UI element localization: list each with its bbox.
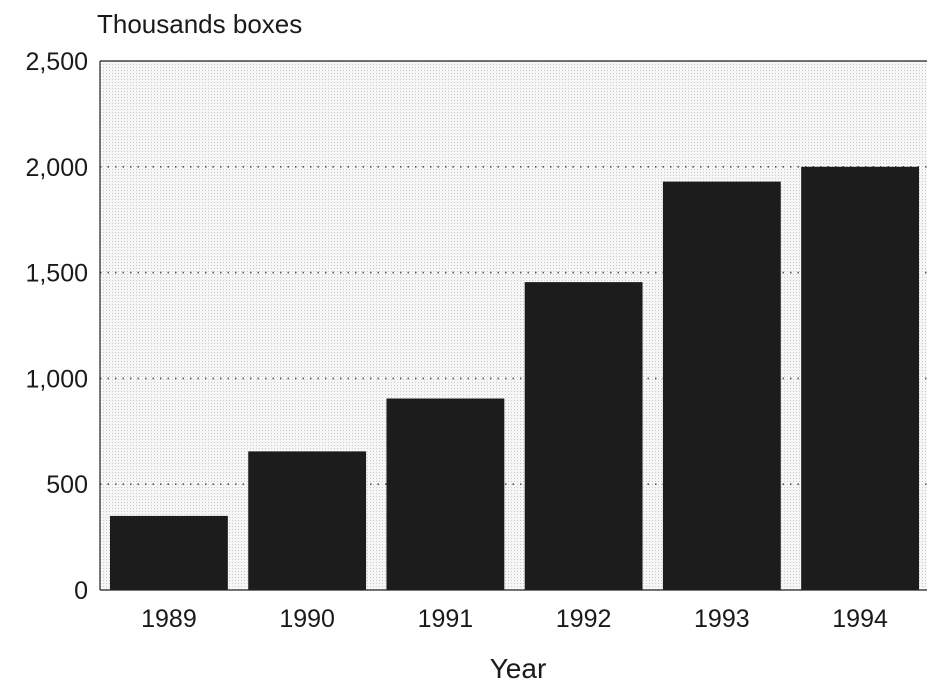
y-tick-label: 1,000 [25, 365, 88, 393]
bar-1990 [248, 451, 367, 590]
bar-1989 [110, 515, 228, 590]
x-tick-label: 1990 [279, 605, 335, 633]
y-tick-label: 500 [46, 471, 88, 499]
y-tick-label: 1,500 [25, 260, 88, 288]
bars [110, 166, 920, 591]
x-tick-label: 1994 [832, 605, 888, 633]
y-tick-label: 2,500 [25, 48, 88, 76]
bar-1992 [524, 282, 643, 590]
bar-1994 [801, 166, 920, 591]
bar-1991 [386, 398, 505, 590]
bar-1993 [662, 181, 781, 590]
x-tick-label: 1991 [418, 605, 474, 633]
y-unit-label: Thousands boxes [97, 9, 302, 39]
x-tick-label: 1993 [694, 605, 750, 633]
plot-area [100, 61, 927, 590]
x-tick-label: 1989 [141, 605, 197, 633]
x-axis-title: Year [490, 653, 547, 684]
x-axis-ticks: 1989 1990 1991 1992 1993 1994 [141, 605, 888, 633]
y-tick-label: 0 [74, 577, 88, 605]
x-tick-label: 1992 [556, 605, 612, 633]
y-tick-label: 2,000 [25, 154, 88, 182]
gridlines [100, 166, 927, 486]
y-axis-ticks: 0 500 1,000 1,500 2,000 2,500 [25, 48, 88, 605]
